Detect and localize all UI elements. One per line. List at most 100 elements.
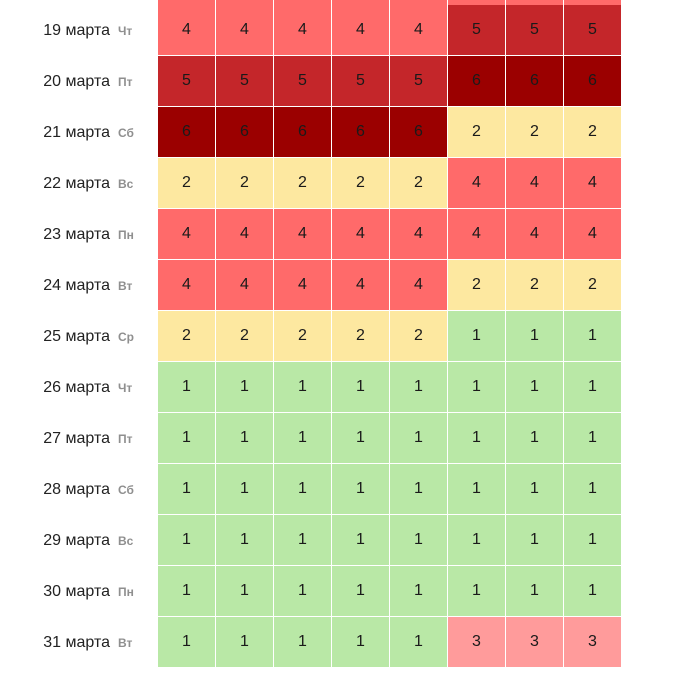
- value-cell: 6: [216, 107, 273, 157]
- value-cell: 5: [274, 56, 331, 106]
- previous-row-cell: [390, 0, 447, 6]
- value-cell: 6: [158, 107, 215, 157]
- weekday-label: Чт: [118, 23, 133, 38]
- value-cell: 1: [564, 515, 621, 565]
- date-label: 27 марта: [43, 429, 110, 447]
- value-cell: 6: [448, 56, 505, 106]
- value-cell: 4: [158, 260, 215, 310]
- value-cell: 2: [158, 311, 215, 361]
- value-cell: 1: [274, 566, 331, 616]
- value-cell: 1: [564, 362, 621, 412]
- weekday-label: Вт: [118, 278, 133, 293]
- value-cell: 5: [216, 56, 273, 106]
- previous-row-cell: [448, 0, 505, 6]
- date-cell: 26 марта Чт: [0, 362, 158, 413]
- value-cell: 1: [506, 413, 563, 463]
- value-cell: 1: [506, 566, 563, 616]
- value-cell: 4: [158, 5, 215, 55]
- table-row: 29 марта Вс 1 1 1 1 1 1 1 1: [0, 515, 699, 566]
- value-cell: 3: [448, 617, 505, 667]
- value-cell: 1: [158, 617, 215, 667]
- value-cell: 1: [564, 413, 621, 463]
- value-cell: 1: [390, 515, 447, 565]
- value-cell: 4: [564, 158, 621, 208]
- value-cell: 1: [390, 617, 447, 667]
- date-label: 19 марта: [43, 21, 110, 39]
- value-cell: 2: [564, 260, 621, 310]
- value-cell: 1: [564, 566, 621, 616]
- value-cell: 2: [332, 311, 389, 361]
- date-cell: 24 марта Вт: [0, 260, 158, 311]
- value-cell: 1: [332, 413, 389, 463]
- value-cell: 1: [506, 311, 563, 361]
- date-cell: 31 марта Вт: [0, 617, 158, 668]
- value-cell: 4: [274, 260, 331, 310]
- value-cell: 2: [506, 107, 563, 157]
- value-cell: 5: [564, 5, 621, 55]
- table-row: 23 марта Пн 4 4 4 4 4 4 4 4: [0, 209, 699, 260]
- weekday-label: Вс: [118, 533, 134, 548]
- previous-row-cell: [274, 0, 331, 6]
- value-cell: 1: [332, 617, 389, 667]
- value-cell: 5: [390, 56, 447, 106]
- value-cell: 1: [332, 362, 389, 412]
- value-cell: 1: [274, 515, 331, 565]
- previous-row-edge: [158, 0, 622, 6]
- date-cell: 19 марта Чт: [0, 5, 158, 56]
- value-cell: 5: [332, 56, 389, 106]
- date-label: 26 марта: [43, 378, 110, 396]
- previous-row-cell: [158, 0, 215, 6]
- date-label: 20 марта: [43, 72, 110, 90]
- value-cell: 4: [564, 209, 621, 259]
- previous-row-cell: [506, 0, 563, 6]
- value-cell: 1: [506, 464, 563, 514]
- value-cell: 5: [448, 5, 505, 55]
- value-cell: 1: [390, 464, 447, 514]
- forecast-grid: 19 марта Чт 4 4 4 4 4 5 5 5 20 марта Пт 5 5 5 5 5 6 6 6 21 м…: [0, 5, 699, 668]
- value-cell: 2: [216, 311, 273, 361]
- date-cell: 25 марта Ср: [0, 311, 158, 362]
- value-cell: 1: [332, 464, 389, 514]
- value-cell: 1: [448, 413, 505, 463]
- date-label: 25 марта: [43, 327, 110, 345]
- date-cell: 21 марта Сб: [0, 107, 158, 158]
- weekday-label: Пт: [118, 431, 133, 446]
- table-row: 22 марта Вс 2 2 2 2 2 4 4 4: [0, 158, 699, 209]
- date-label: 24 марта: [43, 276, 110, 294]
- value-cell: 4: [216, 5, 273, 55]
- date-label: 31 марта: [43, 633, 110, 651]
- value-cell: 4: [274, 209, 331, 259]
- date-label: 28 марта: [43, 480, 110, 498]
- table-row: 30 марта Пн 1 1 1 1 1 1 1 1: [0, 566, 699, 617]
- date-cell: 27 марта Пт: [0, 413, 158, 464]
- value-cell: 4: [332, 209, 389, 259]
- value-cell: 2: [274, 158, 331, 208]
- value-cell: 1: [448, 515, 505, 565]
- value-cell: 2: [274, 311, 331, 361]
- value-cell: 4: [390, 5, 447, 55]
- table-row: 25 марта Ср 2 2 2 2 2 1 1 1: [0, 311, 699, 362]
- table-row: 19 марта Чт 4 4 4 4 4 5 5 5: [0, 5, 699, 56]
- date-label: 29 марта: [43, 531, 110, 549]
- date-cell: 30 марта Пн: [0, 566, 158, 617]
- value-cell: 4: [506, 158, 563, 208]
- weekday-label: Пт: [118, 74, 133, 89]
- value-cell: 1: [332, 515, 389, 565]
- value-cell: 1: [158, 464, 215, 514]
- value-cell: 5: [506, 5, 563, 55]
- date-cell: 22 марта Вс: [0, 158, 158, 209]
- value-cell: 1: [506, 515, 563, 565]
- value-cell: 1: [390, 566, 447, 616]
- value-cell: 6: [332, 107, 389, 157]
- value-cell: 4: [390, 209, 447, 259]
